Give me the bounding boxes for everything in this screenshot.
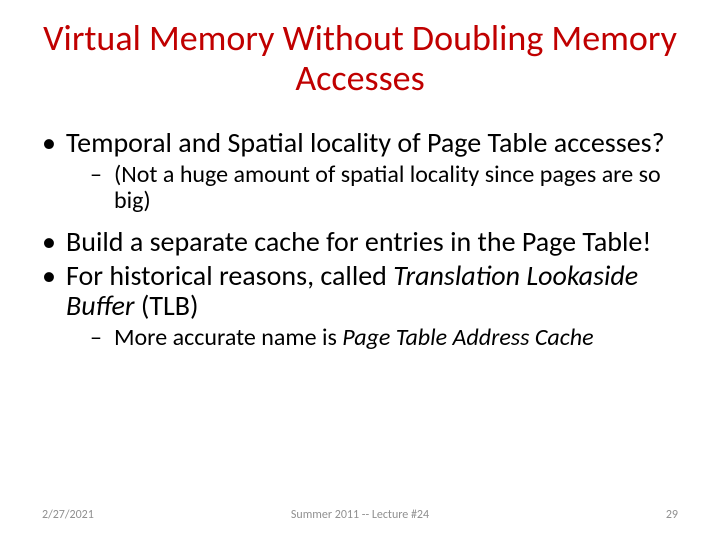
text-run-italic: Page Table Address Cache (342, 323, 593, 352)
subbullet-spatial-note: (Not a huge amount of spatial locality s… (42, 162, 682, 214)
slide-body: Temporal and Spatial locality of Page Ta… (42, 128, 682, 358)
footer-center-text: Summer 2011 -- Lecture #24 (42, 508, 678, 522)
footer-page-number: 29 (666, 508, 678, 522)
text-run: More accurate name is (114, 323, 342, 352)
slide-title: Virtual Memory Without Doubling Memory A… (0, 18, 720, 99)
bullet-locality: Temporal and Spatial locality of Page Ta… (42, 128, 682, 158)
subbullet-accurate-name: More accurate name is Page Table Address… (42, 325, 682, 351)
bullet-tlb: For historical reasons, called Translati… (42, 261, 682, 320)
slide: Virtual Memory Without Doubling Memory A… (0, 0, 720, 540)
text-run: (TLB) (135, 288, 199, 323)
bullet-separate-cache: Build a separate cache for entries in th… (42, 227, 682, 257)
